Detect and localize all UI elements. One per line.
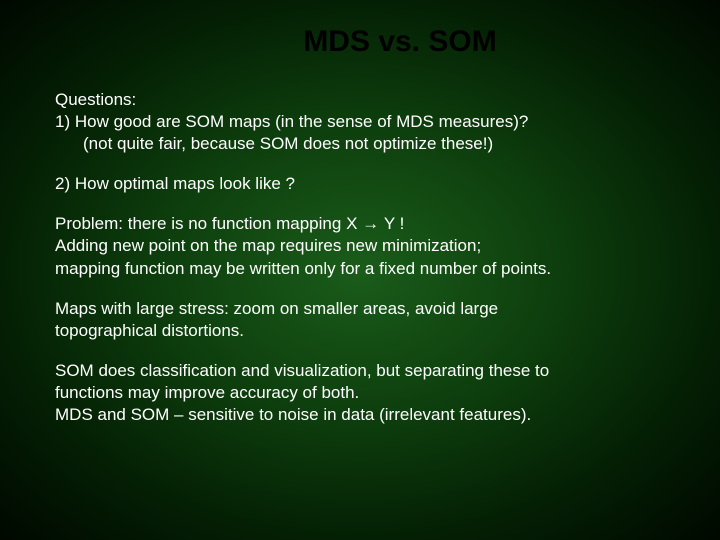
som-line-2: functions may improve accuracy of both. bbox=[55, 382, 665, 404]
paragraph-som: SOM does classification and visualizatio… bbox=[55, 360, 665, 426]
problem-line-1: Problem: there is no function mapping X … bbox=[55, 213, 665, 235]
problem-line-3: mapping function may be written only for… bbox=[55, 258, 665, 280]
stress-line-2: topographical distortions. bbox=[55, 320, 665, 342]
arrow-icon: → bbox=[357, 214, 383, 233]
problem-suffix: ! bbox=[395, 214, 404, 233]
paragraph-questions: Questions: 1) How good are SOM maps (in … bbox=[55, 89, 665, 155]
problem-prefix: Problem: there is no function mapping bbox=[55, 214, 346, 233]
paragraph-stress: Maps with large stress: zoom on smaller … bbox=[55, 298, 665, 342]
som-line-1: SOM does classification and visualizatio… bbox=[55, 360, 665, 382]
som-line-3: MDS and SOM – sensitive to noise in data… bbox=[55, 404, 665, 426]
paragraph-problem: Problem: there is no function mapping X … bbox=[55, 213, 665, 279]
paragraph-question-2: 2) How optimal maps look like ? bbox=[55, 173, 665, 195]
questions-label: Questions: bbox=[55, 89, 665, 111]
slide-title: MDS vs. SOM bbox=[55, 25, 665, 59]
problem-line-2: Adding new point on the map requires new… bbox=[55, 235, 665, 257]
question-1: 1) How good are SOM maps (in the sense o… bbox=[55, 111, 665, 133]
question-2: 2) How optimal maps look like ? bbox=[55, 173, 665, 195]
slide-body: Questions: 1) How good are SOM maps (in … bbox=[55, 89, 665, 426]
question-1-note: (not quite fair, because SOM does not op… bbox=[55, 133, 665, 155]
var-y: Y bbox=[384, 214, 395, 233]
var-x: X bbox=[346, 214, 357, 233]
slide-container: MDS vs. SOM Questions: 1) How good are S… bbox=[0, 0, 720, 540]
stress-line-1: Maps with large stress: zoom on smaller … bbox=[55, 298, 665, 320]
